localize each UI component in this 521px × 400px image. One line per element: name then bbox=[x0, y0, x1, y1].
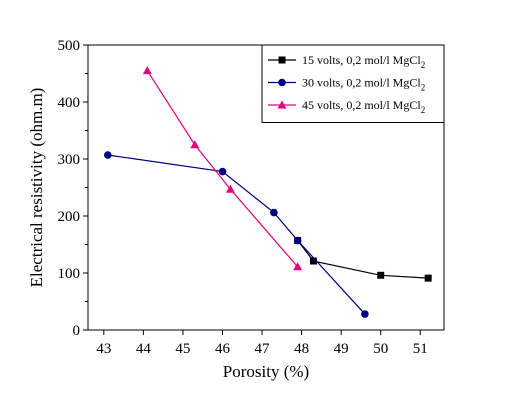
y-axis: 0 100 200 300 400 500 bbox=[58, 38, 88, 339]
y-tick-label: 500 bbox=[58, 38, 81, 54]
series-group bbox=[103, 66, 432, 318]
legend-marker bbox=[278, 78, 286, 87]
data-point bbox=[142, 66, 152, 75]
data-point bbox=[309, 257, 317, 265]
y-tick-label: 300 bbox=[58, 152, 81, 168]
plot-area-group: 0 100 200 300 400 500 43 44 45 46 47 48 49 50 51 bbox=[58, 38, 445, 357]
y-tick-label: 0 bbox=[73, 323, 81, 339]
data-point bbox=[218, 167, 227, 176]
series-line bbox=[107, 154, 366, 315]
x-tick-label: 45 bbox=[175, 341, 190, 357]
x-tick-label: 48 bbox=[294, 341, 309, 357]
x-tick-label: 43 bbox=[96, 341, 111, 357]
legend-box bbox=[261, 44, 445, 123]
legend-label-text: 15 volts, 0,2 mol/l MgCl bbox=[302, 53, 421, 67]
legend-label-text: 30 volts, 0,2 mol/l MgCl bbox=[302, 76, 421, 90]
y-axis-title: Electrical resistivity (ohm.m) bbox=[27, 88, 46, 288]
y-tick-label: 100 bbox=[58, 266, 81, 282]
y-tick-label: 400 bbox=[58, 95, 81, 111]
data-point bbox=[293, 262, 303, 271]
legend-item: 15 volts, 0,2 mol/l MgCl2 bbox=[268, 53, 425, 70]
x-tick-label: 44 bbox=[136, 341, 152, 357]
legend-label-text: 45 volts, 0,2 mol/l MgCl bbox=[302, 98, 421, 112]
x-axis: 43 44 45 46 47 48 49 50 51 bbox=[96, 330, 428, 357]
legend-marker bbox=[278, 56, 286, 64]
x-tick-label: 50 bbox=[373, 341, 388, 357]
series-line bbox=[297, 240, 429, 279]
data-point bbox=[424, 274, 432, 282]
legend-label: 45 volts, 0,2 mol/l MgCl2 bbox=[302, 98, 425, 115]
x-axis-title: Porosity (%) bbox=[223, 362, 309, 381]
series-3 bbox=[142, 66, 303, 271]
series-line bbox=[146, 70, 299, 268]
data-point bbox=[361, 310, 369, 318]
data-point bbox=[103, 151, 112, 159]
x-tick-label: 51 bbox=[413, 341, 428, 357]
legend-label-subscript: 2 bbox=[421, 83, 426, 93]
legend-label-subscript: 2 bbox=[421, 60, 426, 70]
legend-item: 45 volts, 0,2 mol/l MgCl2 bbox=[268, 98, 425, 115]
data-point bbox=[293, 236, 302, 245]
y-tick-label: 200 bbox=[58, 209, 81, 225]
legend-label: 30 volts, 0,2 mol/l MgCl2 bbox=[302, 76, 425, 93]
legend-marker bbox=[277, 100, 287, 109]
data-point bbox=[270, 208, 278, 217]
x-tick-label: 47 bbox=[255, 341, 271, 357]
data-point bbox=[225, 184, 235, 193]
series-2 bbox=[103, 151, 369, 318]
x-tick-label: 49 bbox=[334, 341, 349, 357]
legend-label: 15 volts, 0,2 mol/l MgCl2 bbox=[302, 53, 425, 70]
legend-item: 30 volts, 0,2 mol/l MgCl2 bbox=[268, 76, 425, 93]
x-tick-label: 46 bbox=[215, 341, 231, 357]
data-point bbox=[377, 271, 385, 279]
legend-label-subscript: 2 bbox=[421, 105, 426, 115]
data-point bbox=[190, 140, 200, 149]
